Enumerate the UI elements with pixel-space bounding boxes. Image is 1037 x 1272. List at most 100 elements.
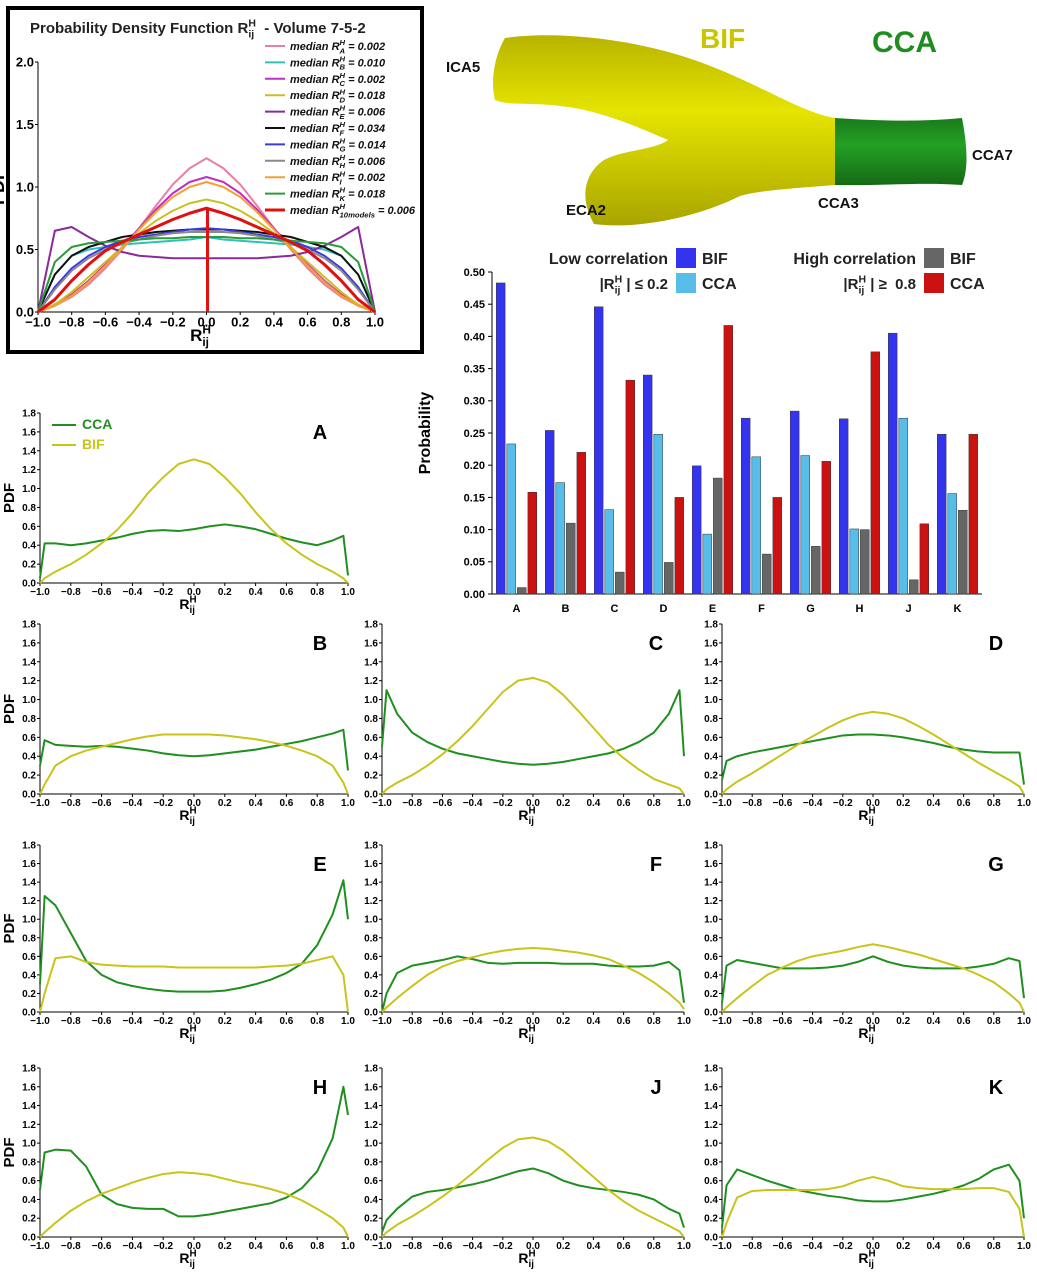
text-part: F [340, 128, 345, 137]
bar [576, 452, 586, 595]
vessel-illustration: ICA5 BIF CCA ECA2 CCA3 CCA7 [446, 23, 1013, 226]
x-tick-label: 0.2 [556, 1241, 570, 1252]
y-tick-label: 0.0 [22, 1233, 36, 1244]
x-tick-label: −1.0 [30, 1241, 50, 1252]
legend-label: CCA [950, 276, 985, 293]
pdf-line [39, 1171, 349, 1238]
text-part: ij [858, 285, 864, 297]
text-part: H [869, 1024, 876, 1035]
legend-label: median RDH = 0.018 [290, 87, 386, 104]
y-tick-label: 0.8 [22, 503, 36, 514]
x-tick-label: 0.0 [866, 798, 880, 809]
x-tick-label: −0.4 [803, 1241, 823, 1252]
bar [751, 456, 761, 595]
text-part: H [340, 120, 346, 129]
text-part: H [190, 806, 197, 817]
bar [674, 497, 684, 595]
text-part: R [858, 1250, 868, 1266]
bar [506, 443, 516, 595]
y-tick-label: 1.5 [16, 117, 34, 132]
x-tick-label: 0.4 [926, 1016, 940, 1027]
x-tick-label: −0.6 [92, 587, 112, 598]
y-tick-label: 0.6 [364, 952, 378, 963]
text-part: median R [290, 172, 340, 184]
y-tick-label: 1.2 [364, 676, 378, 687]
x-tick-label: −0.8 [742, 1241, 762, 1252]
legend-label: median RFH = 0.034 [290, 120, 385, 137]
x-tick-label: −0.4 [463, 1016, 483, 1027]
legend-group-condition: |RijH | ≥ 0.8 [843, 273, 916, 296]
x-tick-label: 0.6 [299, 314, 317, 329]
text-part: H [615, 273, 623, 285]
text-part: E [340, 112, 346, 121]
pdf-line [39, 1085, 349, 1218]
x-tick-label: 0.2 [231, 314, 249, 329]
vessel-label: ECA2 [566, 202, 606, 219]
text-part: R [179, 596, 189, 612]
x-tick-label: −0.8 [61, 1016, 81, 1027]
x-axis-label: RijH [179, 595, 196, 617]
x-tick-label: 0.0 [526, 798, 540, 809]
panel-label: C [649, 633, 663, 655]
x-tick-label: −0.6 [92, 1241, 112, 1252]
pdf-line [381, 1136, 685, 1238]
bar [849, 528, 859, 595]
x-tick-label: −0.4 [803, 1016, 823, 1027]
x-tick-label: −0.2 [153, 1241, 173, 1252]
pdf-line [381, 946, 685, 1013]
x-tick-label: −0.4 [123, 1016, 143, 1027]
x-tick-label: −0.8 [402, 1016, 422, 1027]
x-tick-label: −0.2 [160, 314, 186, 329]
x-tick-label: −0.6 [433, 798, 453, 809]
text-part: H [869, 1249, 876, 1260]
x-tick-label: J [905, 603, 911, 615]
y-tick-label: 0.4 [364, 970, 378, 981]
y-tick-label: 1.0 [364, 695, 378, 706]
x-tick-label: G [806, 603, 815, 615]
text-part: ij [190, 1259, 196, 1270]
y-tick-label: 0.8 [22, 1157, 36, 1168]
x-tick-label: 0.0 [197, 314, 215, 329]
text-part: = 0.002 [345, 74, 385, 86]
y-tick-label: 0.4 [364, 1195, 378, 1206]
text-part: H [340, 87, 346, 96]
text-part: - Volume 7-5-2 [256, 20, 366, 37]
pdf-line [39, 879, 349, 993]
bar [625, 379, 635, 595]
text-part: ij [202, 335, 209, 349]
text-part: | ≤ 0.2 [622, 276, 668, 293]
x-tick-label: 1.0 [1017, 1241, 1031, 1252]
x-axis-label: RijH [518, 1024, 535, 1046]
y-tick-label: 0.15 [464, 492, 485, 504]
pdf-line [37, 157, 376, 313]
text-part: R [179, 1025, 189, 1041]
bar [958, 510, 968, 595]
y-tick-label: 0.20 [464, 460, 485, 472]
bar [839, 418, 849, 595]
y-tick-label: 0.0 [364, 1233, 378, 1244]
bar [653, 434, 663, 595]
panel-label: J [650, 1077, 661, 1099]
y-tick-label: 0.6 [22, 1176, 36, 1187]
bar [517, 587, 527, 595]
y-tick-label: 1.0 [16, 180, 34, 195]
vessel-label: ICA5 [446, 59, 480, 76]
y-tick-label: 0.0 [16, 305, 34, 320]
panel-label: G [988, 854, 1004, 876]
y-tick-label: 1.8 [704, 1064, 718, 1075]
text-part: A [339, 46, 346, 55]
y-tick-label: 1.8 [22, 409, 36, 420]
bar [919, 523, 929, 595]
pdf-line [721, 733, 1025, 785]
pdf-line [39, 955, 349, 1013]
x-tick-label: −1.0 [712, 1016, 732, 1027]
legend-label: median RGH = 0.014 [290, 136, 386, 153]
y-tick-label: 0.6 [364, 733, 378, 744]
y-tick-label: 1.2 [22, 896, 36, 907]
y-axis-label: PDF [1, 483, 18, 513]
bar [643, 374, 653, 595]
vessel-label: BIF [700, 23, 745, 54]
x-tick-label: −0.8 [59, 314, 85, 329]
x-axis-label: RijH [518, 1249, 535, 1271]
text-part: I [340, 178, 343, 187]
